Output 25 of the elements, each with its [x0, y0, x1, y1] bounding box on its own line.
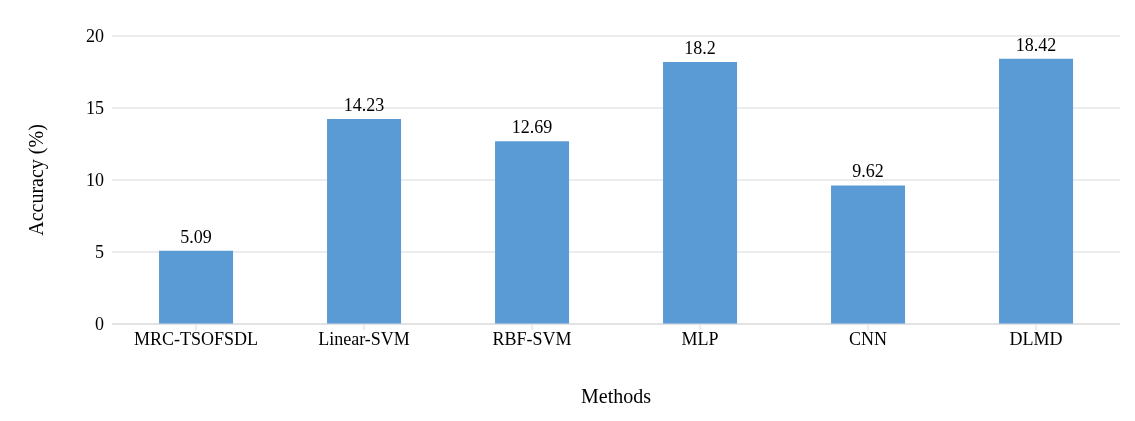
bar [663, 61, 738, 324]
data-label: 14.23 [343, 95, 385, 116]
x-tick-label: MRC-TSOFSDL [133, 328, 259, 349]
data-label: 18.2 [684, 37, 716, 58]
data-label: 12.69 [511, 117, 553, 138]
x-tick-label: Linear-SVM [318, 328, 410, 349]
x-tick-label: DLMD [1009, 328, 1063, 349]
y-axis-title: Accuracy (%) [25, 124, 49, 236]
data-label: 5.09 [180, 226, 212, 247]
bar [159, 250, 234, 324]
bar [999, 58, 1074, 324]
y-tick-label: 5 [95, 242, 104, 263]
y-tick-label: 0 [95, 314, 104, 335]
x-tick-label: RBF-SVM [492, 328, 572, 349]
bar [327, 119, 402, 324]
data-label: 9.62 [852, 161, 884, 182]
x-tick-label: MLP [681, 328, 719, 349]
x-axis-title: Methods [581, 385, 652, 407]
bar [831, 185, 906, 324]
x-tick-label: CNN [848, 328, 888, 349]
y-tick-label: 10 [86, 170, 104, 191]
data-label: 18.42 [1015, 34, 1057, 55]
bar [495, 141, 570, 324]
y-tick-label: 15 [86, 98, 104, 119]
y-tick-label: 20 [86, 26, 104, 47]
